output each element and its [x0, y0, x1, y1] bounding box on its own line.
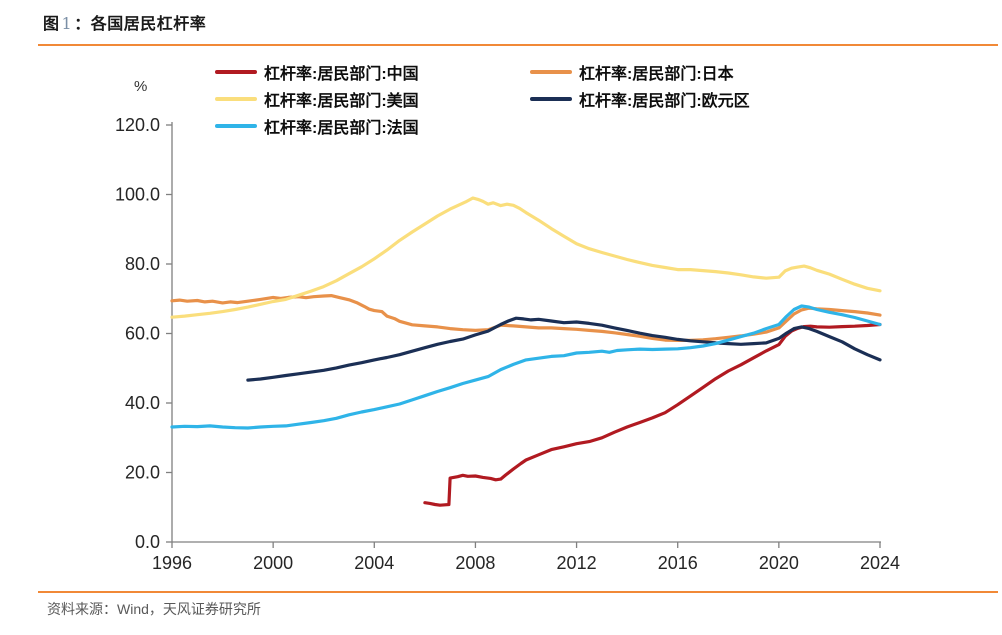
x-axis-tick-label: 2008 — [455, 553, 495, 573]
data-source-note: 资料来源：Wind，天风证券研究所 — [47, 601, 261, 617]
legend-item: 杠杆率:居民部门:法国 — [215, 116, 530, 137]
x-axis-tick-label: 2020 — [759, 553, 799, 573]
title-divider-rule — [38, 44, 998, 46]
legend-label: 杠杆率:居民部门:法国 — [264, 120, 419, 137]
legend-item: 杠杆率:居民部门:美国 — [215, 89, 530, 110]
legend-label: 杠杆率:居民部门:中国 — [264, 66, 419, 83]
x-axis-tick-label: 1996 — [152, 553, 192, 573]
legend-line-swatch — [530, 70, 572, 74]
y-axis-tick-label: 20.0 — [125, 463, 160, 483]
x-axis-tick-label: 2012 — [557, 553, 597, 573]
chart-legend: 杠杆率:居民部门:中国 杠杆率:居民部门:日本 杠杆率:居民部门:美国 杠杆率:居民部… — [215, 62, 750, 137]
legend-label: 杠杆率:居民部门:日本 — [579, 66, 734, 83]
series-line — [170, 304, 882, 430]
legend-line-swatch — [215, 124, 257, 128]
y-axis-tick-label: 80.0 — [125, 254, 160, 274]
x-axis-tick-label: 2024 — [860, 553, 900, 573]
series-line — [246, 316, 882, 382]
y-axis-tick-label: 100.0 — [115, 185, 160, 205]
legend-line-swatch — [530, 97, 572, 101]
figure-title-sep: ： — [74, 16, 91, 33]
x-axis-tick-label: 2004 — [354, 553, 394, 573]
figure-title-text: 各国居民杠杆率 — [90, 16, 207, 33]
y-axis-tick-label: 120.0 — [115, 115, 160, 135]
x-axis-tick-label: 2016 — [658, 553, 698, 573]
legend-item: 杠杆率:居民部门:日本 — [530, 62, 750, 83]
y-axis-tick-label: 0.0 — [135, 532, 160, 552]
legend-label: 杠杆率:居民部门:欧元区 — [579, 93, 750, 110]
legend-label: 杠杆率:居民部门:美国 — [264, 93, 419, 110]
series-line — [170, 196, 882, 319]
series-line — [423, 322, 882, 507]
series-line — [170, 294, 882, 342]
figure-label: 图 — [43, 16, 60, 33]
x-axis-tick-label: 2000 — [253, 553, 293, 573]
y-axis-tick-label: 40.0 — [125, 393, 160, 413]
legend-item: 杠杆率:居民部门:中国 — [215, 62, 530, 83]
figure-number: 1 — [61, 14, 73, 33]
y-axis-unit-label: % — [134, 78, 148, 95]
source-divider-rule — [38, 591, 998, 593]
legend-item: 杠杆率:居民部门:欧元区 — [530, 89, 750, 110]
figure-title: 图 1 ：各国居民杠杆率 — [43, 10, 206, 34]
y-axis-tick-label: 60.0 — [125, 324, 160, 344]
legend-line-swatch — [215, 70, 257, 74]
legend-line-swatch — [215, 97, 257, 101]
